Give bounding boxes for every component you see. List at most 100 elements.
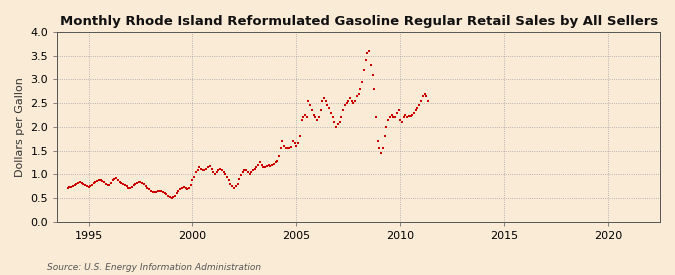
Point [344,96,355,101]
Point [409,110,420,115]
Point [121,184,132,188]
Point [142,185,153,190]
Point [206,166,217,171]
Point [281,146,292,150]
Point [140,183,151,188]
Point [186,183,196,187]
Point [282,146,293,150]
Point [423,98,433,103]
Point [327,115,338,120]
Point [119,183,130,187]
Point [325,110,336,115]
Point [159,191,170,196]
Point [73,181,84,185]
Point [246,170,256,174]
Point [161,192,172,196]
Point [123,185,134,190]
Point [232,182,243,186]
Point [348,101,359,105]
Point [261,164,272,168]
Point [147,190,158,194]
Point [331,125,342,129]
Point [355,87,366,91]
Point [180,185,191,190]
Point [166,195,177,200]
Point [90,180,101,184]
Point [346,98,357,103]
Point [101,182,111,186]
Point [220,172,231,177]
Point [324,106,335,110]
Point [234,177,244,181]
Point [398,115,409,120]
Point [294,134,305,139]
Point [118,182,129,186]
Point [381,125,392,129]
Point [315,108,326,112]
Point [80,183,90,187]
Point [258,165,269,169]
Point [400,113,411,117]
Point [333,122,344,127]
Point [290,141,300,146]
Point [405,114,416,119]
Point [171,191,182,196]
Point [102,183,113,187]
Point [273,154,284,158]
Point [389,115,400,120]
Point [189,174,200,179]
Point [197,167,208,172]
Point [154,189,165,193]
Point [272,159,283,163]
Point [393,108,404,112]
Point [267,163,277,167]
Point [201,166,212,171]
Point [92,179,103,183]
Point [71,182,82,186]
Point [192,167,203,172]
Point [85,184,96,188]
Point [213,168,224,173]
Point [149,190,160,194]
Point [369,87,379,91]
Point [194,165,205,169]
Point [134,180,144,185]
Point [199,168,210,173]
Point [336,115,347,120]
Point [242,170,253,174]
Point [208,170,219,174]
Point [113,178,124,182]
Point [298,115,308,120]
Point [379,134,390,139]
Point [308,113,319,117]
Point [329,120,340,124]
Point [402,115,412,120]
Point [145,189,156,193]
Point [340,103,350,108]
Point [377,146,388,150]
Point [74,180,85,185]
Point [107,178,118,182]
Point [95,178,106,183]
Point [313,115,324,120]
Point [165,195,176,199]
Point [357,79,368,84]
Point [352,94,362,98]
Point [286,145,296,149]
Point [126,185,137,189]
Point [410,108,421,112]
Point [64,185,75,189]
Point [76,181,87,185]
Point [153,189,163,194]
Point [291,144,302,148]
Point [177,185,188,190]
Point [225,182,236,186]
Point [156,189,167,194]
Point [157,190,168,194]
Point [205,164,215,168]
Point [407,113,418,117]
Point [317,98,327,103]
Point [238,170,248,174]
Point [256,163,267,167]
Point [221,174,232,179]
